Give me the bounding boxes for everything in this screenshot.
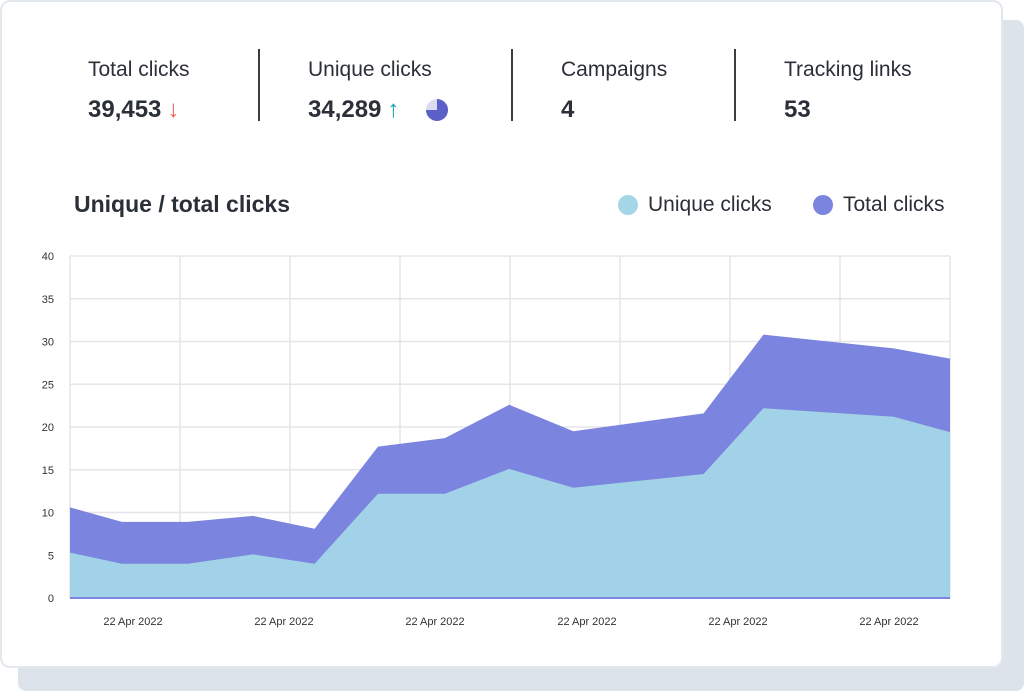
stat-campaigns: Campaigns 4 [561,58,667,124]
area-chart: 0 5 10 15 20 25 30 35 40 22 Apr 2022 22 Apr 2022 22… [42,251,951,628]
y-tick-label: 15 [42,465,54,477]
x-tick-label: 22 Apr 2022 [103,616,162,628]
legend-item-unique: Unique clicks [618,193,772,217]
chart-title: Unique / total clicks [74,191,290,217]
stat-total-clicks: Total clicks 39,453 ↓ [88,58,190,124]
stat-value: 34,289 [308,96,382,123]
stat-label: Total clicks [88,58,190,81]
stat-value: 53 [784,96,811,123]
stat-label: Tracking links [784,58,912,81]
legend-swatch [618,195,638,215]
y-tick-label: 10 [42,508,54,520]
y-tick-label: 40 [42,251,54,263]
legend-item-total: Total clicks [813,193,945,217]
arrow-up-icon: ↑ [387,96,400,123]
y-tick-label: 5 [48,550,54,562]
x-tick-label: 22 Apr 2022 [557,616,616,628]
y-tick-label: 20 [42,422,54,434]
y-tick-label: 30 [42,337,54,349]
stat-label: Campaigns [561,58,668,81]
pie-icon [426,99,449,121]
legend-swatch [813,195,833,215]
arrow-down-icon: ↓ [167,96,180,123]
stat-value: 4 [561,96,575,123]
stat-label: Unique clicks [308,58,432,81]
legend-label: Unique clicks [648,193,772,216]
x-tick-label: 22 Apr 2022 [405,616,464,628]
divider [258,49,260,121]
y-tick-label: 25 [42,379,54,391]
divider [734,49,736,121]
x-tick-label: 22 Apr 2022 [708,616,767,628]
x-tick-label: 22 Apr 2022 [254,616,313,628]
stat-tracking-links: Tracking links 53 [784,58,912,124]
stat-unique-clicks: Unique clicks 34,289 ↑ [308,58,449,124]
y-tick-label: 35 [42,294,54,306]
x-tick-label: 22 Apr 2022 [859,616,918,628]
divider [511,49,513,121]
area-unique-clicks [70,408,950,598]
y-tick-label: 0 [48,593,54,605]
stat-value: 39,453 [88,96,162,123]
legend-label: Total clicks [843,193,945,216]
